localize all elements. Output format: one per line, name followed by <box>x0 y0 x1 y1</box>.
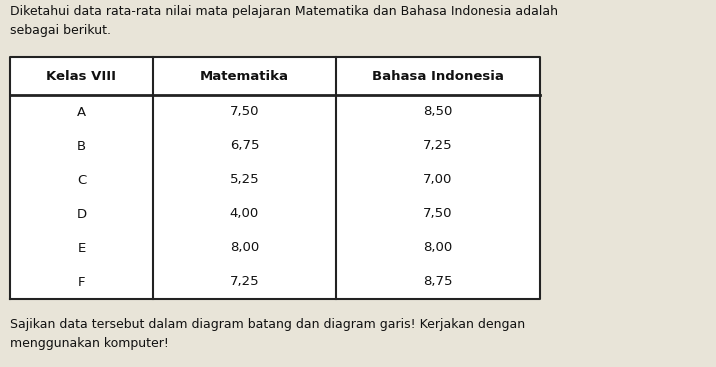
Text: 8,00: 8,00 <box>423 241 453 254</box>
Text: Bahasa Indonesia: Bahasa Indonesia <box>372 69 504 83</box>
Text: E: E <box>77 241 86 254</box>
Text: 8,00: 8,00 <box>230 241 259 254</box>
Text: 6,75: 6,75 <box>230 139 259 153</box>
Text: 7,00: 7,00 <box>423 174 453 186</box>
Text: B: B <box>77 139 86 153</box>
Text: Diketahui data rata-rata nilai mata pelajaran Matematika dan Bahasa Indonesia ad: Diketahui data rata-rata nilai mata pela… <box>10 5 558 37</box>
Text: A: A <box>77 105 86 119</box>
Text: 8,50: 8,50 <box>423 105 453 119</box>
Bar <box>10 57 540 299</box>
Text: Sajikan data tersebut dalam diagram batang dan diagram garis! Kerjakan dengan
me: Sajikan data tersebut dalam diagram bata… <box>10 318 525 350</box>
Text: 7,50: 7,50 <box>230 105 259 119</box>
Text: 8,75: 8,75 <box>423 276 453 288</box>
Text: 7,25: 7,25 <box>423 139 453 153</box>
Text: Kelas VIII: Kelas VIII <box>47 69 117 83</box>
Text: 7,25: 7,25 <box>230 276 259 288</box>
Text: 7,50: 7,50 <box>423 207 453 221</box>
Text: C: C <box>77 174 86 186</box>
Text: 4,00: 4,00 <box>230 207 259 221</box>
Text: D: D <box>77 207 87 221</box>
Text: Matematika: Matematika <box>200 69 289 83</box>
Text: F: F <box>78 276 85 288</box>
Text: 5,25: 5,25 <box>230 174 259 186</box>
